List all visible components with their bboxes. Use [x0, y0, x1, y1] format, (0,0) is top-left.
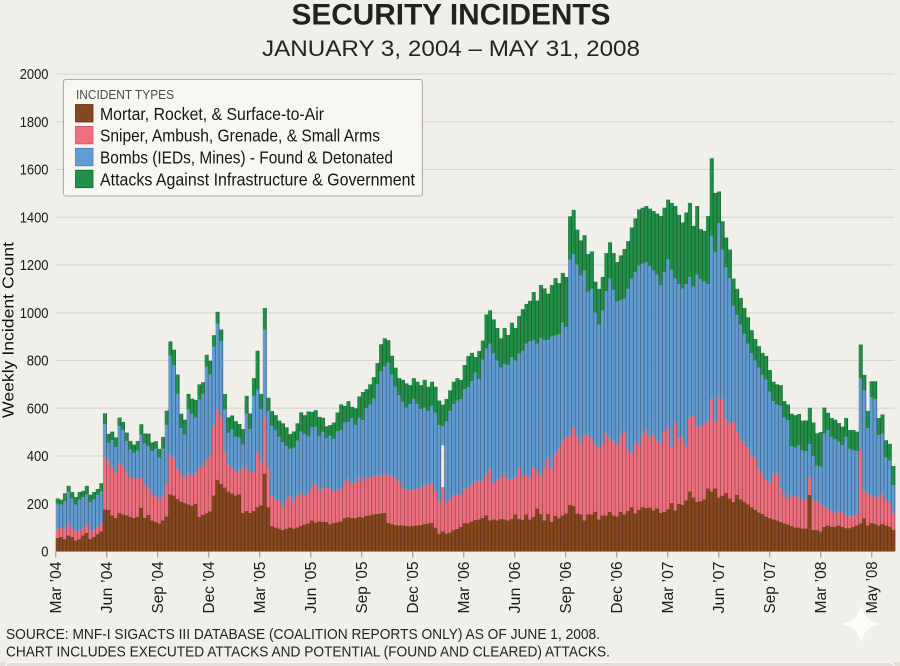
svg-text:Jun ’07: Jun ’07 [711, 562, 728, 614]
svg-text:SOURCE: MNF-I SIGACTS III DATA: SOURCE: MNF-I SIGACTS III DATABASE (COAL… [6, 627, 600, 643]
svg-text:Dec ’06: Dec ’06 [609, 561, 626, 613]
svg-text:Mortar, Rocket, & Surface-to-A: Mortar, Rocket, & Surface-to-Air [100, 104, 324, 124]
svg-text:Jun ’04: Jun ’04 [99, 561, 116, 613]
svg-text:1600: 1600 [20, 162, 49, 179]
svg-text:May ’08: May ’08 [864, 561, 881, 613]
svg-text:Sniper, Ambush, Grenade, & Sma: Sniper, Ambush, Grenade, & Small Arms [100, 126, 380, 146]
svg-text:SECURITY INCIDENTS: SECURITY INCIDENTS [292, 0, 611, 32]
svg-text:Mar ’08: Mar ’08 [813, 561, 830, 613]
svg-text:Attacks Against Infrastructure: Attacks Against Infrastructure & Governm… [100, 170, 415, 190]
svg-text:200: 200 [27, 496, 49, 513]
svg-text:Jun ’05: Jun ’05 [303, 561, 320, 613]
svg-text:Sep ’07: Sep ’07 [762, 562, 779, 614]
svg-text:CHART INCLUDES EXECUTED ATTACK: CHART INCLUDES EXECUTED ATTACKS AND POTE… [6, 645, 610, 661]
svg-text:600: 600 [27, 400, 49, 417]
svg-text:0: 0 [41, 544, 48, 561]
svg-text:1800: 1800 [20, 114, 49, 131]
svg-text:JANUARY 3, 2004 – MAY 31, 2008: JANUARY 3, 2004 – MAY 31, 2008 [262, 36, 640, 61]
svg-text:INCIDENT TYPES: INCIDENT TYPES [76, 87, 174, 102]
svg-text:800: 800 [27, 353, 49, 370]
svg-text:Sep ’06: Sep ’06 [558, 561, 575, 613]
svg-text:Mar ’07: Mar ’07 [660, 562, 677, 614]
svg-text:Dec ’04: Dec ’04 [201, 561, 218, 613]
svg-text:Sep ’04: Sep ’04 [150, 561, 167, 613]
svg-text:1000: 1000 [20, 305, 49, 322]
svg-text:Bombs (IEDs, Mines) - Found &: Bombs (IEDs, Mines) - Found & Detonated [100, 148, 393, 168]
svg-text:Mar ’06: Mar ’06 [456, 561, 473, 613]
svg-text:1400: 1400 [20, 209, 49, 226]
svg-text:Mar ’05: Mar ’05 [252, 561, 269, 613]
svg-text:Jun ’06: Jun ’06 [507, 561, 524, 613]
svg-text:2000: 2000 [20, 66, 49, 83]
svg-text:Sep ’05: Sep ’05 [354, 561, 371, 613]
svg-text:400: 400 [27, 448, 49, 465]
svg-text:Mar ’04: Mar ’04 [48, 561, 65, 613]
svg-text:Weekly Incident Count: Weekly Incident Count [1, 241, 18, 418]
svg-text:1200: 1200 [20, 257, 49, 274]
svg-text:Dec ’05: Dec ’05 [405, 561, 422, 613]
